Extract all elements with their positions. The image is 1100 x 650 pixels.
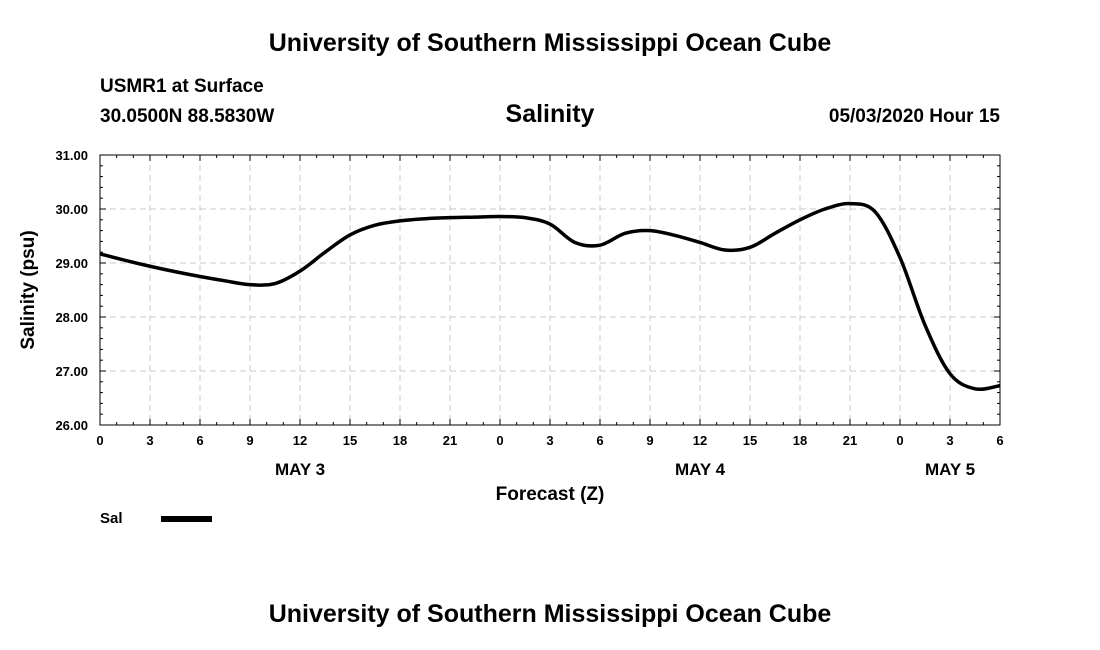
x-tick-label: 9: [246, 433, 253, 448]
chart-title: Salinity: [505, 100, 595, 128]
x-tick-label: 12: [693, 433, 707, 448]
x-tick-label: 21: [443, 433, 457, 448]
y-tick-label: 31.00: [55, 148, 88, 163]
x-tick-label: 6: [196, 433, 203, 448]
coordinates-label: 30.0500N 88.5830W: [100, 106, 275, 127]
x-tick-label: 15: [743, 433, 757, 448]
x-tick-label: 0: [96, 433, 103, 448]
x-tick-label: 3: [946, 433, 953, 448]
legend-label: Sal: [100, 510, 123, 527]
x-tick-label: 0: [496, 433, 503, 448]
y-tick-label: 30.00: [55, 202, 88, 217]
x-tick-label: 18: [793, 433, 807, 448]
x-tick-label: 18: [393, 433, 407, 448]
y-tick-label: 29.00: [55, 256, 88, 271]
y-axis-label: Salinity (psu): [18, 230, 39, 349]
station-label: USMR1 at Surface: [100, 76, 264, 97]
day-label: MAY 5: [925, 460, 975, 479]
y-tick-label: 27.00: [55, 364, 88, 379]
y-tick-label: 26.00: [55, 418, 88, 433]
x-axis-label: Forecast (Z): [496, 484, 605, 505]
x-tick-label: 9: [646, 433, 653, 448]
datetime-label: 05/03/2020 Hour 15: [828, 106, 1000, 127]
x-tick-label: 12: [293, 433, 307, 448]
legend-swatch: [161, 516, 212, 522]
x-tick-label: 6: [596, 433, 603, 448]
header-title: University of Southern Mississippi Ocean…: [268, 29, 832, 57]
x-tick-label: 15: [343, 433, 357, 448]
day-label: MAY 3: [275, 460, 325, 479]
x-tick-label: 21: [843, 433, 857, 448]
x-tick-label: 6: [996, 433, 1003, 448]
series-line-sal: [99, 201, 1001, 392]
day-label: MAY 4: [675, 460, 726, 479]
x-tick-label: 0: [896, 433, 903, 448]
x-tick-label: 3: [546, 433, 553, 448]
footer-title: University of Southern Mississippi Ocean…: [268, 600, 832, 628]
x-tick-label: 3: [146, 433, 153, 448]
y-tick-label: 28.00: [55, 310, 88, 325]
